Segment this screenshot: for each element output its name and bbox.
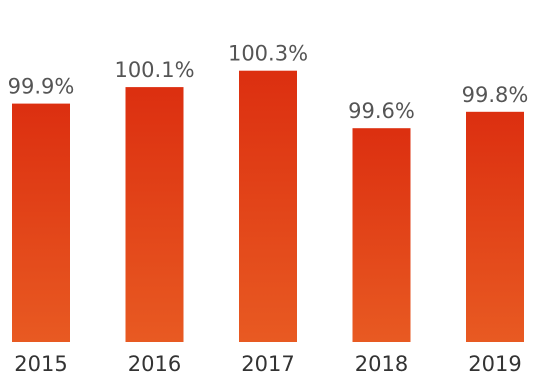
x-tick-label-2019: 2019 bbox=[468, 352, 521, 374]
bar-2017 bbox=[239, 70, 297, 342]
data-label-2019: 99.8% bbox=[462, 83, 529, 107]
bar-2016 bbox=[125, 87, 184, 342]
data-label-2018: 99.6% bbox=[348, 99, 415, 123]
x-tick-label-2016: 2016 bbox=[128, 352, 181, 374]
bar-2019 bbox=[466, 111, 524, 342]
x-axis-tick-labels: 2015 2016 2017 2018 2019 bbox=[14, 352, 521, 374]
x-tick-label-2015: 2015 bbox=[14, 352, 67, 374]
x-tick-label-2018: 2018 bbox=[355, 352, 408, 374]
bar-2018 bbox=[352, 128, 411, 342]
x-tick-label-2017: 2017 bbox=[241, 352, 294, 374]
bar-series bbox=[12, 70, 524, 342]
data-label-2016: 100.1% bbox=[114, 58, 194, 82]
data-label-2017: 100.3% bbox=[228, 42, 308, 66]
data-label-2015: 99.9% bbox=[8, 75, 75, 99]
bar-2015 bbox=[12, 103, 70, 342]
data-labels: 99.9% 100.1% 100.3% 99.6% 99.8% bbox=[8, 42, 529, 123]
